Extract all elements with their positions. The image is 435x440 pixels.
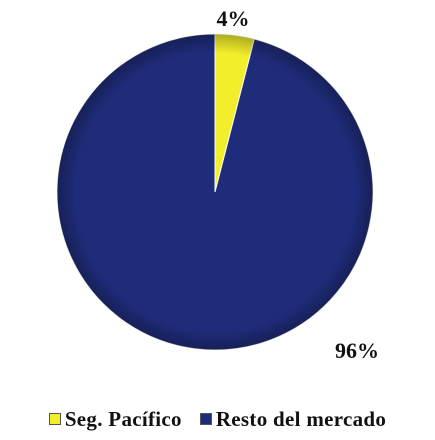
data-label-seg-pacifico: 4% xyxy=(217,6,250,31)
pie-slice-resto-del-mercado xyxy=(56,33,374,351)
chart-legend: Seg. Pacífico Resto del mercado xyxy=(0,404,435,434)
legend-item-seg-pacifico: Seg. Pacífico xyxy=(48,406,182,432)
legend-label-resto-del-mercado: Resto del mercado xyxy=(215,406,387,431)
legend-label-seg-pacifico: Seg. Pacífico xyxy=(64,406,182,431)
legend-item-resto-del-mercado: Resto del mercado xyxy=(199,406,387,432)
legend-swatch-resto-del-mercado xyxy=(199,413,212,425)
pie-slices xyxy=(56,33,374,351)
data-label-resto-del-mercado: 96% xyxy=(335,338,379,363)
legend-swatch-seg-pacifico xyxy=(48,413,61,425)
